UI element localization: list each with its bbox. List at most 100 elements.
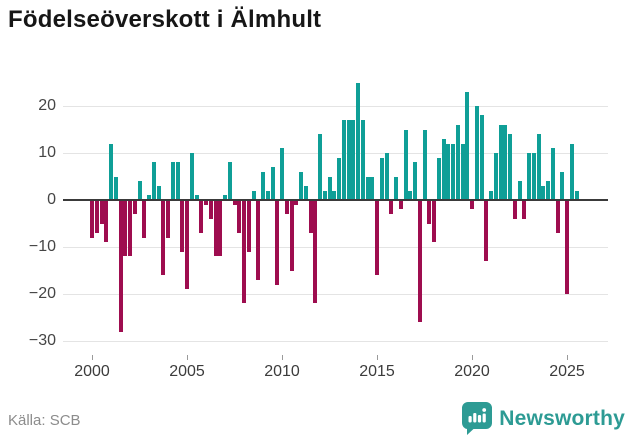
bar xyxy=(180,200,185,252)
x-axis-tick-label: 2000 xyxy=(74,363,110,380)
bar xyxy=(465,91,470,200)
bar xyxy=(436,157,441,200)
plot-area xyxy=(63,75,608,355)
bar xyxy=(417,200,422,323)
bar xyxy=(227,162,232,200)
bar xyxy=(560,171,565,200)
bar xyxy=(427,200,432,224)
bar xyxy=(503,124,508,200)
newsworthy-logo-icon xyxy=(462,402,493,435)
bar xyxy=(204,200,208,205)
bar xyxy=(223,195,227,200)
bar xyxy=(94,200,99,233)
bar xyxy=(546,181,550,200)
gridline xyxy=(63,246,608,248)
bar xyxy=(346,120,351,200)
y-axis-tick-label: 20 xyxy=(38,97,56,114)
x-axis-tick-label: 2025 xyxy=(549,363,585,380)
y-axis-tick-label: −10 xyxy=(28,238,56,255)
bar xyxy=(270,167,275,200)
bar xyxy=(389,200,394,215)
bar xyxy=(118,200,123,332)
bar xyxy=(384,153,389,200)
bar xyxy=(251,190,256,200)
bar xyxy=(403,129,408,200)
bar xyxy=(208,200,213,219)
x-axis-tick xyxy=(377,355,378,360)
bar xyxy=(432,200,436,243)
bar xyxy=(541,185,546,200)
bar xyxy=(246,200,251,252)
gridline xyxy=(63,340,608,342)
bar xyxy=(142,200,147,238)
bar xyxy=(565,200,569,294)
gridline xyxy=(63,105,608,107)
bar xyxy=(375,200,379,276)
bar xyxy=(574,190,579,200)
chart-title: Födelseöverskott i Älmhult xyxy=(8,6,322,33)
bar xyxy=(479,115,484,200)
bar xyxy=(194,195,199,200)
bar xyxy=(280,148,284,200)
x-axis-tick xyxy=(567,355,568,360)
bar xyxy=(289,200,294,271)
bar xyxy=(398,200,403,210)
x-axis-tick xyxy=(187,355,188,360)
x-axis-tick-label: 2010 xyxy=(264,363,300,380)
y-axis-tick-label: −20 xyxy=(28,285,56,302)
bar xyxy=(113,176,118,200)
bar xyxy=(356,82,360,200)
bar xyxy=(166,200,170,238)
newsworthy-logo-text: Newsworthy xyxy=(499,406,625,430)
bar xyxy=(237,200,242,233)
bar xyxy=(189,153,194,200)
bar xyxy=(531,153,536,200)
gridline xyxy=(63,293,608,295)
bar xyxy=(413,162,417,200)
newsworthy-logo[interactable]: Newsworthy xyxy=(462,402,625,435)
bar xyxy=(470,200,474,210)
bar xyxy=(408,190,413,200)
bar xyxy=(455,124,460,200)
bar xyxy=(351,120,356,200)
bar xyxy=(303,185,308,200)
bar xyxy=(451,143,455,200)
bar xyxy=(379,157,384,200)
bar xyxy=(517,181,522,200)
bar xyxy=(218,200,223,257)
y-axis-tick-label: −30 xyxy=(28,332,56,349)
bar xyxy=(332,190,337,200)
bar xyxy=(185,200,189,290)
bar xyxy=(99,200,104,224)
bar xyxy=(322,190,327,200)
bar xyxy=(261,171,265,200)
bar xyxy=(341,120,346,200)
bar xyxy=(489,190,493,200)
bar xyxy=(213,200,218,257)
bar xyxy=(161,200,166,276)
bar xyxy=(156,185,161,200)
bar xyxy=(313,200,318,304)
bar xyxy=(522,200,527,219)
bar xyxy=(508,134,512,200)
bar xyxy=(360,120,365,200)
bar xyxy=(294,200,299,205)
x-axis-tick-label: 2005 xyxy=(169,363,205,380)
bar xyxy=(265,190,270,200)
x-axis-tick-label: 2020 xyxy=(454,363,490,380)
source-note: Källa: SCB xyxy=(8,412,81,429)
bar xyxy=(137,181,142,200)
x-axis-tick xyxy=(282,355,283,360)
bar xyxy=(128,200,132,257)
x-axis-tick xyxy=(472,355,473,360)
bar xyxy=(527,153,531,200)
bar xyxy=(275,200,280,285)
bar xyxy=(498,124,503,200)
bar xyxy=(327,176,332,200)
bar xyxy=(512,200,517,219)
bar xyxy=(175,162,180,200)
bar xyxy=(170,162,175,200)
bar xyxy=(555,200,560,233)
bar xyxy=(90,200,94,238)
